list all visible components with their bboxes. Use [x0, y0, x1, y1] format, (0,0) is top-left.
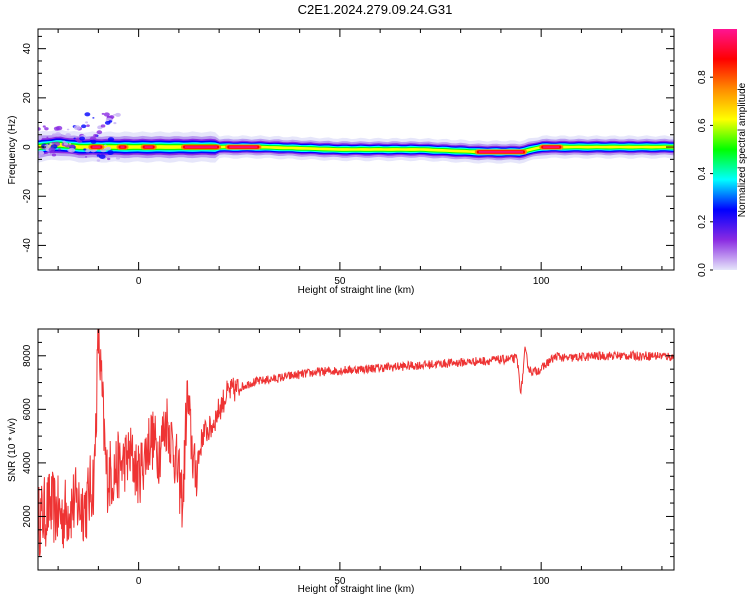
band-noise-blob: [38, 127, 41, 131]
band-peak-core: [144, 146, 153, 148]
snr-series-line: [38, 329, 674, 557]
spectrogram-ytick-label: 0: [22, 144, 33, 150]
band-noise-blob: [42, 125, 46, 128]
band-noise-blob: [65, 133, 71, 137]
band-noise-blob: [85, 121, 89, 124]
band-peak-core: [92, 146, 101, 148]
colorbar-tick-label: 0.6: [697, 118, 708, 132]
band-noise-blob: [96, 154, 101, 157]
snr-ytick-label: 6000: [22, 398, 33, 421]
band-noise-blob: [51, 141, 55, 144]
band-peak-core: [120, 146, 125, 148]
spectrogram-ytick-label: 20: [22, 92, 33, 104]
band-noise-blob: [96, 159, 101, 162]
band-noise-blob: [57, 148, 61, 151]
spectrogram-xtick-label: 0: [136, 276, 142, 287]
band-noise-blob: [105, 146, 112, 151]
band-noise-blob: [107, 137, 115, 142]
spectrogram-frame: [37, 28, 675, 271]
colorbar-ticks: 0.0 0.2 0.4 0.6 0.8: [697, 70, 713, 277]
band-peak-core: [543, 146, 560, 148]
band-noise-blob: [48, 147, 56, 152]
band-noise-blob: [84, 112, 91, 117]
band-noise-blob: [84, 156, 88, 158]
band-noise-blob: [101, 112, 105, 115]
snr-axes: 0 50 100 2000 4000 6000 8000: [22, 328, 674, 587]
colorbar-tick-label: 0.4: [697, 166, 708, 180]
band-noise-blob: [51, 153, 57, 157]
band-noise-blob: [39, 151, 45, 155]
band-peak-core: [478, 151, 524, 153]
snr-ytick-label: 8000: [22, 344, 33, 367]
snr-ytick-label: 2000: [22, 505, 33, 528]
band-noise-blob: [113, 114, 116, 116]
band-noise-blob: [104, 120, 111, 125]
spectrogram-band: [38, 112, 674, 164]
band-noise-blob: [62, 140, 66, 143]
colorbar-tick-label: 0.8: [697, 70, 708, 84]
colorbar-label: Normalized spectral amplitude: [737, 82, 748, 217]
colorbar: 0.0 0.2 0.4 0.6 0.8 Normalized spectral ampl…: [697, 29, 748, 277]
chart-title: C2E1.2024.279.09.24.G31: [297, 2, 453, 17]
spectrogram-ytick-label: -40: [22, 238, 33, 253]
spectrogram-ytick-label: 40: [22, 43, 33, 55]
spectrogram-xtick-label: 50: [334, 276, 346, 287]
band-noise-blob: [86, 124, 90, 127]
band-noise-blob: [103, 112, 110, 117]
spectrogram-xtick-label: 100: [533, 276, 550, 287]
snr-xtick-label: 50: [334, 576, 346, 587]
colorbar-tick-label: 0.0: [697, 263, 708, 277]
spectrogram-ytick-label: -20: [22, 189, 33, 204]
snr-ylabel: SNR (10 * v/v): [7, 418, 18, 482]
band-noise-blob: [93, 133, 98, 137]
band-noise-blob: [73, 125, 81, 131]
band-noise-blob: [46, 136, 49, 139]
snr-xlabel: Height of straight line (km): [298, 584, 415, 595]
band-noise-blob: [66, 128, 70, 131]
band-noise-blob: [38, 147, 41, 150]
band-noise-blob: [54, 132, 62, 137]
band-noise-blob: [107, 150, 114, 155]
band-noise-blob: [44, 144, 51, 150]
band-peak-core: [229, 146, 258, 148]
band-peak-core: [184, 146, 218, 148]
colorbar-gradient: [713, 29, 737, 270]
snr-panel: 0 50 100 2000 4000 6000 8000 Height of straigh…: [7, 328, 675, 595]
band-noise-blob: [115, 112, 121, 117]
band-noise-blob: [115, 156, 121, 160]
band-noise-blob: [90, 139, 97, 144]
band-noise-blob: [106, 157, 111, 161]
band-noise-blob: [38, 135, 43, 141]
spectrogram-xlabel: Height of straight line (km): [298, 285, 415, 296]
band-noise-blob: [38, 154, 41, 158]
band-noise-blob: [79, 136, 86, 141]
band-noise-blob: [92, 117, 95, 119]
band-noise-blob: [96, 130, 103, 135]
band-noise-blob: [51, 133, 55, 136]
colorbar-tick-label: 0.2: [697, 214, 708, 228]
snr-ytick-label: 4000: [22, 451, 33, 474]
band-noise-blob: [55, 125, 63, 131]
band-noise-blob: [69, 144, 75, 148]
band-noise-blob: [44, 127, 49, 131]
band-noise-blob: [83, 148, 87, 151]
spectrogram-ylabel: Frequency (Hz): [7, 116, 18, 185]
band-noise-blob: [81, 124, 87, 129]
band-noise-blob: [47, 152, 51, 155]
spectrogram-axes: 0 50 100 -40 -20 0 20 40: [22, 29, 674, 287]
band-noise-blob: [63, 142, 69, 146]
spectrogram-panel: 0 50 100 -40 -20 0 20 40 Height of straight lin…: [7, 28, 675, 296]
snr-xtick-label: 0: [136, 576, 142, 587]
band-noise-blob: [113, 122, 117, 125]
band-noise-blob: [67, 148, 73, 153]
band-noise-blob: [68, 142, 72, 145]
band-noise-blob: [98, 154, 106, 159]
band-noise-blob: [47, 143, 50, 145]
snr-xtick-label: 100: [533, 576, 550, 587]
band-noise-blob: [104, 144, 107, 147]
band-noise-blob: [100, 124, 106, 128]
